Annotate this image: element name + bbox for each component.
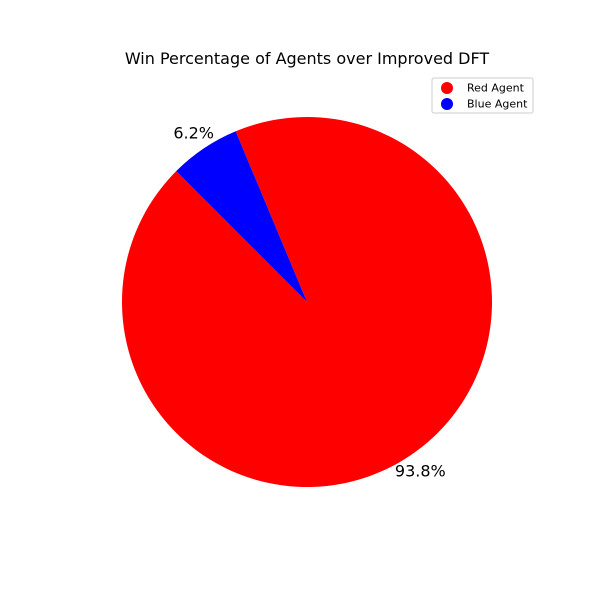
percentage-label-blue-agent: 6.2% (173, 123, 214, 142)
chart-title: Win Percentage of Agents over Improved D… (125, 49, 490, 68)
pie-slice-red-agent (121, 116, 492, 488)
pie-slices (121, 116, 492, 488)
pie-slice-blue-agent (176, 131, 307, 302)
legend: Red Agent Blue Agent (431, 77, 534, 114)
legend-marker-red-agent (441, 82, 453, 94)
legend-entry-red-agent: Red Agent (441, 82, 525, 95)
legend-frame (431, 77, 534, 114)
legend-marker-blue-agent (441, 98, 453, 110)
percentage-labels: 93.8% 6.2% (173, 123, 445, 480)
legend-label-blue-agent: Blue Agent (467, 98, 528, 111)
legend-label-red-agent: Red Agent (467, 82, 525, 95)
legend-entry-blue-agent: Blue Agent (441, 98, 528, 111)
percentage-label-red-agent: 93.8% (395, 462, 446, 481)
